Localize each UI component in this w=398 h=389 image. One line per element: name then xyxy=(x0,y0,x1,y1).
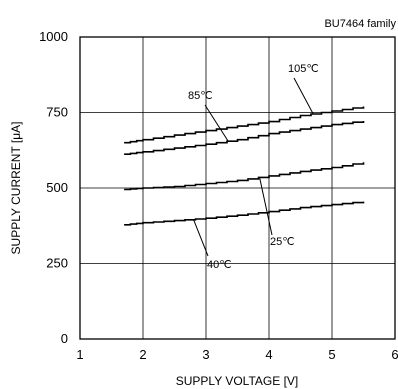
x-tick-label: 5 xyxy=(328,347,335,362)
y-tick-label: 1000 xyxy=(39,29,68,44)
y-tick-label: 500 xyxy=(46,180,68,195)
y-axis-label: SUPPLY CURRENT [μA] xyxy=(9,122,23,255)
annotation-label: 85℃ xyxy=(188,90,213,102)
y-tick-label: 0 xyxy=(61,331,68,346)
annotation-label: 105℃ xyxy=(288,63,319,75)
y-tick-label: 750 xyxy=(46,105,68,120)
grid-lines xyxy=(80,37,395,339)
series-line-3 xyxy=(124,201,365,226)
annotation-label: 40℃ xyxy=(207,259,232,271)
x-tick-label: 2 xyxy=(139,347,146,362)
x-tick-label: 3 xyxy=(202,347,209,362)
series-line-2 xyxy=(124,162,365,191)
x-tick-label: 4 xyxy=(265,347,272,362)
chart-note: BU7464 family xyxy=(324,18,396,30)
annotation-leader xyxy=(204,104,229,142)
y-tick-label: 250 xyxy=(46,256,68,271)
plot-frame xyxy=(79,36,396,340)
series-annotations: 105℃ 85℃ 25℃ 40℃ xyxy=(188,63,319,271)
series-line-0 xyxy=(124,106,365,144)
x-tick-label: 1 xyxy=(76,347,83,362)
y-tick-labels: 0 250 500 750 1000 xyxy=(39,29,68,346)
annotation-label: 25℃ xyxy=(270,236,295,248)
annotation-leader xyxy=(192,218,209,257)
x-tick-label: 6 xyxy=(391,347,398,362)
series-lines xyxy=(124,106,365,226)
x-tick-labels: 1 2 3 4 5 6 xyxy=(76,347,398,362)
annotation-leader xyxy=(259,177,273,236)
x-axis-label: SUPPLY VOLTAGE [V] xyxy=(176,374,299,388)
annotation-leader xyxy=(293,77,314,114)
series-line-1 xyxy=(124,121,365,155)
